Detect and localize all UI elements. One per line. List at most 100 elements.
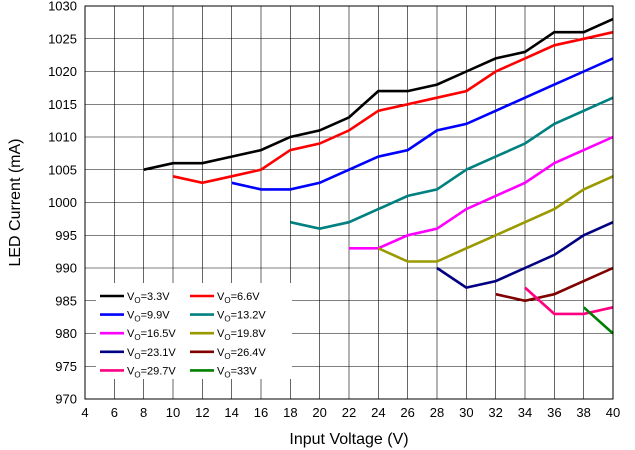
legend-item: VO=19.8V bbox=[190, 328, 266, 342]
legend-label: VO=23.1V bbox=[127, 347, 176, 361]
y-tick-label: 970 bbox=[55, 392, 77, 407]
legend-item: VO=33V bbox=[190, 365, 257, 379]
legend-label-rest: =19.8V bbox=[231, 328, 267, 340]
legend-label-sub: O bbox=[134, 315, 140, 324]
y-tick-label: 975 bbox=[55, 359, 77, 374]
legend-label-main: V bbox=[127, 310, 135, 322]
legend-item: VO=23.1V bbox=[100, 347, 176, 361]
x-tick-label: 16 bbox=[254, 405, 268, 420]
y-tick-label: 980 bbox=[55, 326, 77, 341]
x-tick-label: 4 bbox=[81, 405, 88, 420]
legend-label-sub: O bbox=[134, 352, 140, 361]
legend-label-rest: =6.6V bbox=[231, 291, 261, 303]
y-tick-labels: 970 975 980 985 990 995 1000 1005 1010 1015 1020 10… bbox=[48, 0, 77, 407]
y-tick-label: 1030 bbox=[48, 0, 77, 14]
x-tick-labels: 4 6 8 10 12 14 16 18 20 22 24 26 28 30 32 34 36 38 40 bbox=[81, 405, 620, 420]
legend-item: VO=6.6V bbox=[190, 291, 260, 305]
y-tick-label: 990 bbox=[55, 261, 77, 276]
x-tick-label: 32 bbox=[488, 405, 502, 420]
x-tick-label: 26 bbox=[400, 405, 414, 420]
x-tick-label: 14 bbox=[224, 405, 238, 420]
series-line-3 bbox=[231, 57, 614, 191]
legend-label-main: V bbox=[127, 347, 135, 359]
x-axis-title: Input Voltage (V) bbox=[289, 431, 408, 448]
x-tick-label: 40 bbox=[606, 405, 620, 420]
legend-item: VO=9.9V bbox=[100, 310, 170, 324]
legend-label: VO=26.4V bbox=[217, 347, 266, 361]
legend-label-sub: O bbox=[134, 333, 140, 342]
y-tick-label: 1015 bbox=[48, 97, 77, 112]
x-tick-label: 36 bbox=[547, 405, 561, 420]
y-tick-label: 1025 bbox=[48, 31, 77, 46]
legend-label: VO=9.9V bbox=[127, 310, 170, 324]
x-tick-label: 28 bbox=[430, 405, 444, 420]
legend-label-rest: =13.2V bbox=[231, 310, 267, 322]
x-tick-label: 38 bbox=[576, 405, 590, 420]
series-line-5 bbox=[349, 135, 614, 250]
y-tick-label: 1020 bbox=[48, 64, 77, 79]
legend-label-sub: O bbox=[224, 315, 230, 324]
legend-label-rest: =16.5V bbox=[141, 328, 177, 340]
y-tick-label: 1000 bbox=[48, 195, 77, 210]
legend-label: VO=33V bbox=[217, 365, 257, 379]
legend-item: VO=3.3V bbox=[100, 291, 170, 305]
x-tick-label: 34 bbox=[518, 405, 532, 420]
legend-label-main: V bbox=[217, 291, 225, 303]
legend-box bbox=[96, 283, 292, 379]
legend-label-rest: =3.3V bbox=[141, 291, 171, 303]
x-tick-label: 22 bbox=[342, 405, 356, 420]
series-line-2 bbox=[172, 30, 614, 185]
legend-label-sub: O bbox=[224, 333, 230, 342]
legend-item: VO=29.7V bbox=[100, 365, 176, 379]
y-tick-label: 995 bbox=[55, 228, 77, 243]
y-tick-label: 1005 bbox=[48, 162, 77, 177]
legend-label-rest: =9.9V bbox=[141, 310, 171, 322]
plot-frame bbox=[84, 5, 614, 400]
legend-label-main: V bbox=[217, 347, 225, 359]
series-line-4 bbox=[290, 96, 614, 231]
x-tick-label: 24 bbox=[371, 405, 385, 420]
legend-label: VO=19.8V bbox=[217, 328, 266, 342]
legend-item: VO=13.2V bbox=[190, 310, 266, 324]
legend-label-main: V bbox=[127, 328, 135, 340]
legend-label: VO=16.5V bbox=[127, 328, 176, 342]
legend-label: VO=3.3V bbox=[127, 291, 170, 305]
legend-label-sub: O bbox=[224, 352, 230, 361]
legend-label-main: V bbox=[217, 365, 225, 377]
x-tick-label: 10 bbox=[166, 405, 180, 420]
legend-item: VO=26.4V bbox=[190, 347, 266, 361]
x-tick-label: 8 bbox=[140, 405, 147, 420]
series-line-1 bbox=[143, 17, 614, 171]
series-lines bbox=[143, 17, 614, 335]
legend-label-rest: =29.7V bbox=[141, 365, 177, 377]
y-tick-label: 1010 bbox=[48, 130, 77, 145]
legend-label-rest: =26.4V bbox=[231, 347, 267, 359]
legend-label: VO=13.2V bbox=[217, 310, 266, 324]
legend-label: VO=29.7V bbox=[127, 365, 176, 379]
legend-label-rest: =23.1V bbox=[141, 347, 177, 359]
legend-label-sub: O bbox=[224, 296, 230, 305]
y-tick-label: 985 bbox=[55, 293, 77, 308]
legend-label-rest: =33V bbox=[231, 365, 258, 377]
legend-label-main: V bbox=[127, 365, 135, 377]
legend-item: VO=16.5V bbox=[100, 328, 176, 342]
series-line-7 bbox=[436, 221, 614, 289]
legend-label-main: V bbox=[217, 328, 225, 340]
series-line-6 bbox=[377, 175, 614, 263]
y-axis-title: LED Current (mA) bbox=[7, 138, 24, 266]
legend-label: VO=6.6V bbox=[217, 291, 260, 305]
x-tick-label: 6 bbox=[111, 405, 118, 420]
x-tick-label: 18 bbox=[283, 405, 297, 420]
series-line-9 bbox=[524, 286, 614, 316]
legend-label-sub: O bbox=[134, 296, 140, 305]
series-line-8 bbox=[495, 266, 614, 303]
legend-label-main: V bbox=[127, 291, 135, 303]
legend-label-sub: O bbox=[224, 370, 230, 379]
series-line-10 bbox=[582, 306, 614, 335]
x-tick-label: 30 bbox=[459, 405, 473, 420]
legend-label-sub: O bbox=[134, 370, 140, 379]
x-tick-label: 12 bbox=[195, 405, 209, 420]
legend-label-main: V bbox=[217, 310, 225, 322]
